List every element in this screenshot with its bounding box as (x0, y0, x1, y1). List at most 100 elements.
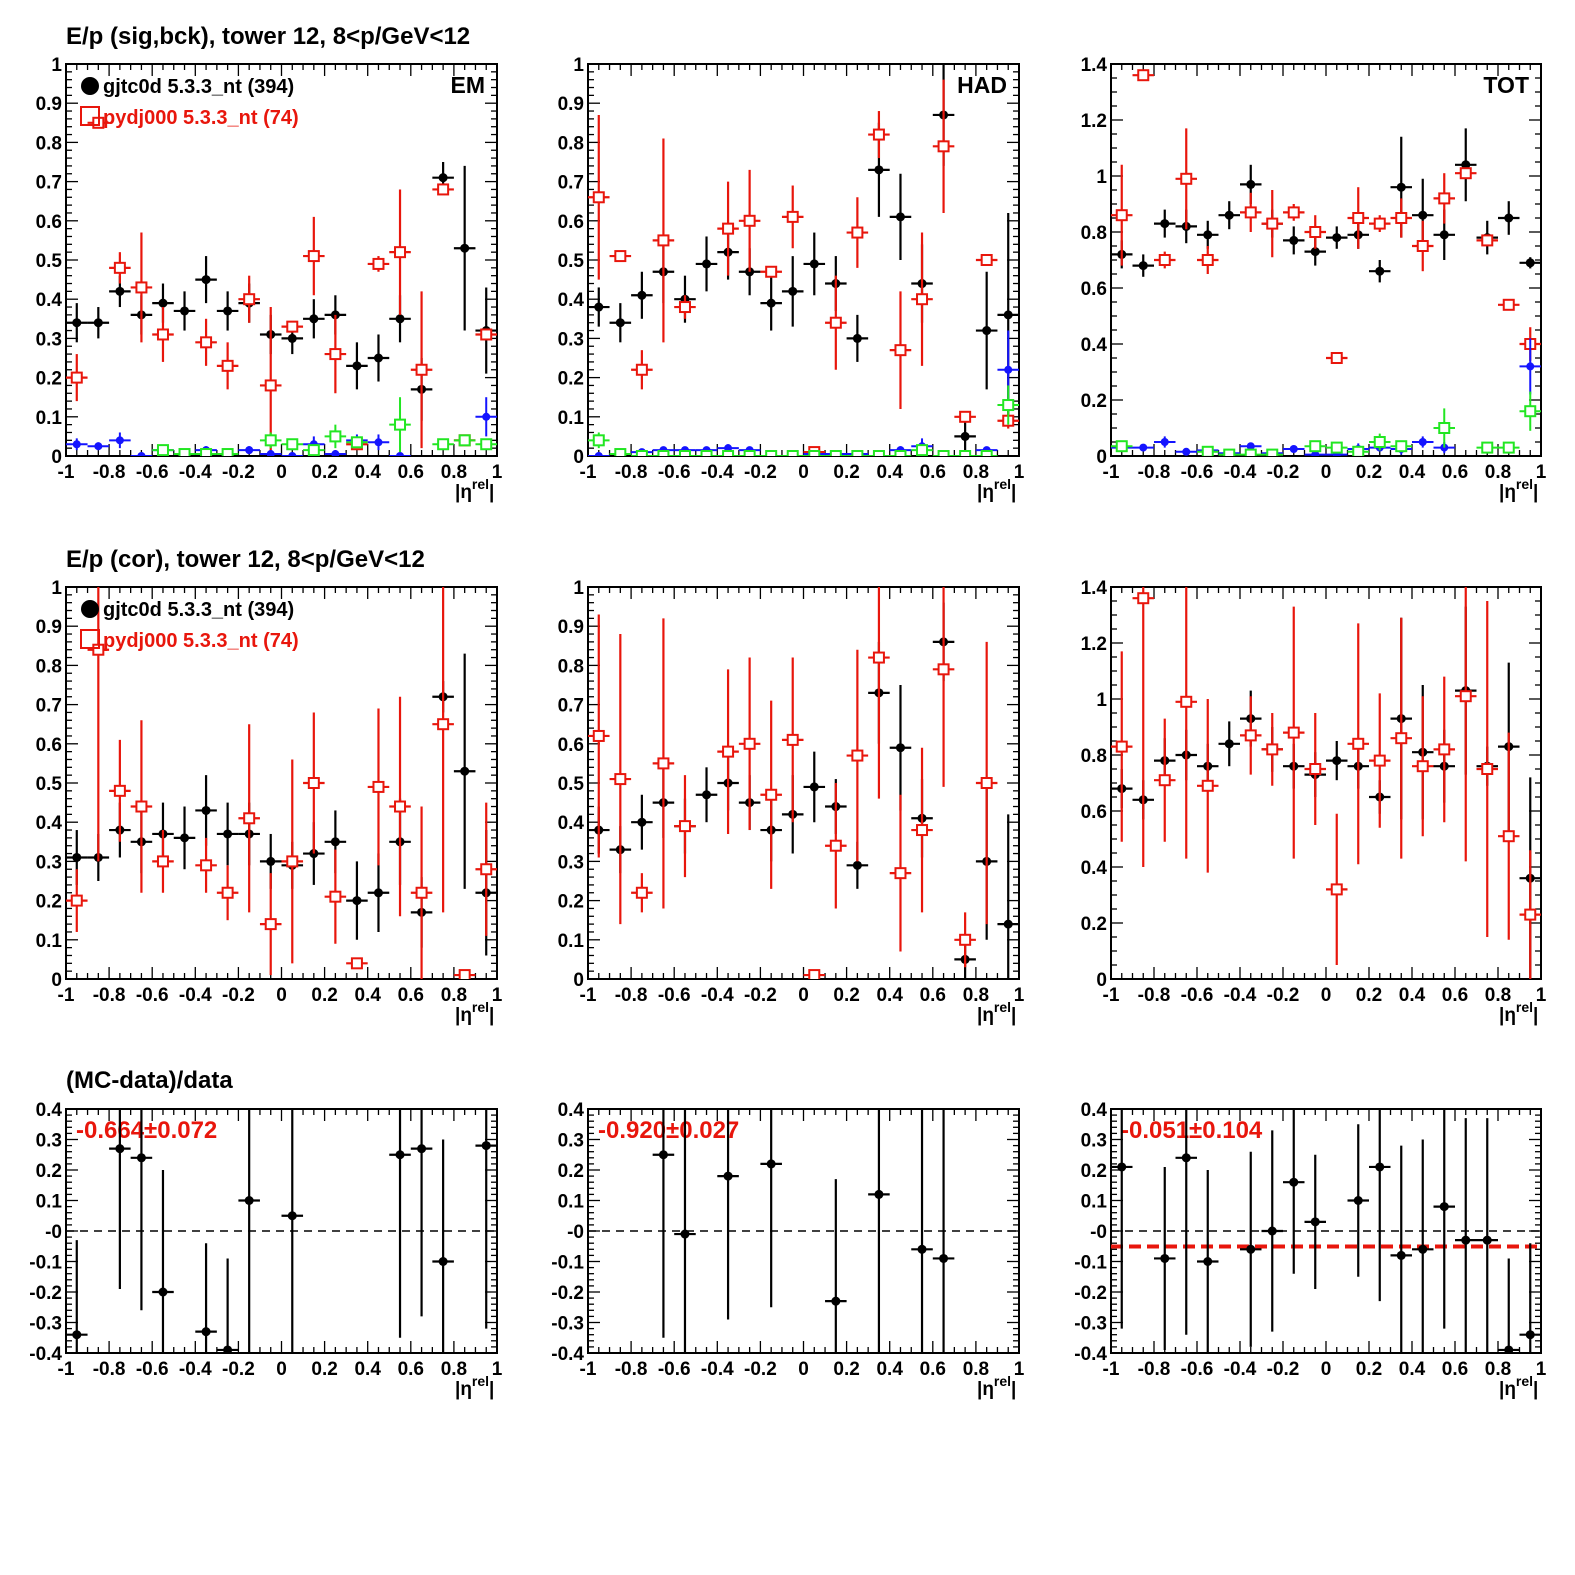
data-point (113, 784, 126, 797)
data-point (156, 444, 169, 456)
x-tick-label: 0.6 (920, 462, 946, 483)
data-point (766, 298, 776, 308)
data-point (329, 890, 342, 903)
x-tick-label: 0.6 (398, 1359, 424, 1380)
plot-frame (587, 586, 1020, 980)
x-axis-label: |ηrel| (977, 476, 1016, 503)
panel-row2-HAD: -1 -0.8 -0.6 -0.4 -0.2 0 0.2 0.4 0.6 0.8 1|ηrel|00… (558, 578, 1025, 1026)
x-tick-label: -0.6 (658, 462, 691, 483)
data-point (1481, 441, 1494, 454)
data-point (72, 318, 82, 328)
x-tick-label: -0.2 (222, 1359, 255, 1380)
panel-row2-EM: -1 -0.8 -0.6 -0.4 -0.2 0 0.2 0.4 0.6 0.8 1|ηrel|00… (36, 578, 503, 1026)
data-point (460, 766, 470, 776)
y-tick-label: 0.1 (558, 931, 585, 952)
data-point (1373, 754, 1386, 767)
x-tick-label: 1 (1536, 462, 1547, 483)
x-tick-label: 0.8 (441, 1359, 467, 1380)
x-axis-label: |ηrel| (977, 1373, 1016, 1400)
data-point (415, 886, 428, 899)
data-point (1139, 443, 1148, 452)
row3-title: (MC-data)/data (66, 1067, 233, 1094)
series-mc (588, 79, 1019, 456)
data-point (480, 438, 493, 451)
data-point (200, 336, 213, 349)
y-tick-label: -0.3 (29, 1314, 62, 1335)
data-point (437, 718, 450, 731)
legend-mc-marker-icon (80, 629, 100, 649)
data-point (722, 745, 735, 758)
data-point (1223, 448, 1236, 456)
y-tick-label: -0.3 (551, 1314, 584, 1335)
panel-row1-HAD: -1 -0.8 -0.6 -0.4 -0.2 0 0.2 0.4 0.6 0.8 1|ηrel|00… (558, 55, 1025, 503)
data-point (1003, 919, 1013, 929)
data-point (395, 1150, 405, 1160)
series-data (1111, 606, 1541, 979)
x-tick-label: -0.6 (136, 985, 169, 1006)
x-tick-label: 0.6 (920, 1359, 946, 1380)
data-point (743, 450, 756, 456)
data-point (1482, 1235, 1492, 1245)
data-point (1246, 1244, 1256, 1254)
plot-data (1111, 1109, 1541, 1353)
data-point (1246, 442, 1255, 451)
data-point (872, 651, 885, 664)
data-point (156, 855, 169, 868)
y-tick-label: 0.6 (36, 212, 62, 233)
panel-row1-TOT: -1 -0.8 -0.6 -0.4 -0.2 0 0.2 0.4 0.6 0.8 1|ηrel|00… (1081, 55, 1547, 503)
data-point (614, 448, 627, 456)
x-tick-label: -1 (1103, 1359, 1120, 1380)
data-point (1003, 310, 1013, 320)
legend-mc-marker-icon (80, 106, 100, 126)
y-tick-label: 1 (51, 578, 62, 599)
data-point (1459, 690, 1472, 703)
x-tick-label: -1 (1103, 462, 1120, 483)
data-point (460, 243, 470, 253)
row2-title: E/p (cor), tower 12, 8<p/GeV<12 (66, 546, 425, 573)
x-tick-label: 0.4 (354, 985, 381, 1006)
data-point (592, 191, 605, 204)
x-tick-label: 1 (1536, 985, 1547, 1006)
data-point (615, 318, 625, 328)
data-point (221, 359, 234, 372)
y-tick-label: 0.4 (1081, 858, 1108, 879)
data-point (286, 438, 299, 451)
y-tick-label: 1 (573, 578, 584, 599)
x-tick-label: 1 (492, 985, 503, 1006)
x-tick-label: -1 (1103, 985, 1120, 1006)
data-point (417, 1144, 427, 1154)
x-tick-label: -0.8 (93, 1359, 126, 1380)
legend-row1: gjtc0d 5.3.3_nt (394) pydj000 5.3.3_nt (… (80, 76, 299, 129)
data-point (329, 430, 342, 443)
data-point (916, 444, 929, 456)
data-point (1439, 1202, 1449, 1212)
y-tick-label: 0.6 (1081, 802, 1107, 823)
data-point (614, 773, 627, 786)
x-tick-label: -0.8 (93, 462, 126, 483)
data-point (831, 1296, 841, 1306)
x-tick-label: 0.8 (1485, 1359, 1511, 1380)
series-data (1111, 1109, 1541, 1353)
data-point (939, 1253, 949, 1263)
data-point (1158, 254, 1171, 266)
data-point (266, 856, 276, 866)
y-tick-label: 1 (1096, 167, 1107, 188)
data-point (373, 353, 383, 363)
fit-result-label: -0.664±0.072 (76, 1117, 217, 1144)
y-tick-label: -0.4 (29, 1344, 62, 1365)
data-point (1244, 448, 1257, 456)
data-point (678, 820, 691, 833)
x-tick-label: 1 (492, 462, 503, 483)
data-point (1524, 908, 1537, 921)
legend-row2: gjtc0d 5.3.3_nt (394) pydj000 5.3.3_nt (… (80, 599, 299, 652)
y-tick-label: 0.3 (36, 329, 62, 350)
y-tick-label: 0.2 (36, 369, 62, 390)
data-point (1289, 445, 1298, 453)
x-tick-label: -0.6 (658, 985, 691, 1006)
legend-data-label: gjtc0d 5.3.3_nt (394) (103, 599, 294, 621)
x-tick-label: -0.6 (1181, 1359, 1214, 1380)
data-point (1224, 739, 1234, 749)
y-tick-label: 0.2 (558, 369, 584, 390)
y-tick-label: -0 (45, 1222, 62, 1243)
data-point (1461, 1235, 1471, 1245)
